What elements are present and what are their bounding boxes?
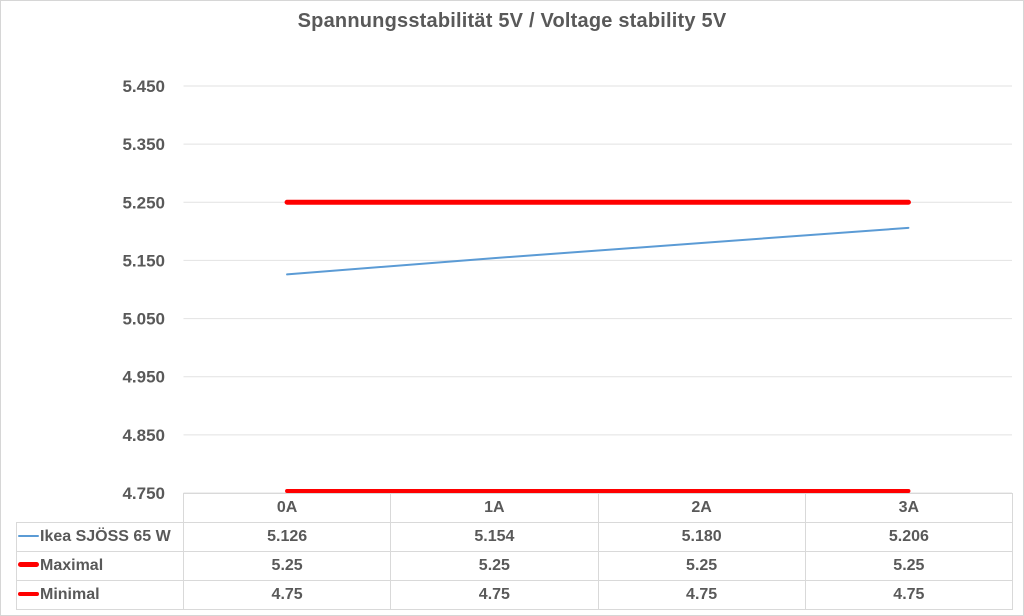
- table-row: Maximal 5.25 5.25 5.25 5.25: [16, 551, 1014, 581]
- series-label: Minimal: [40, 586, 100, 603]
- value-cell: 5.180: [597, 522, 806, 552]
- value-cell: 5.25: [597, 551, 806, 581]
- chart-title: Spannungsstabilität 5V / Voltage stabili…: [297, 10, 727, 32]
- series-line-marker-icon: [18, 591, 39, 596]
- value-cell: 5.126: [182, 522, 392, 552]
- data-table: 0A 1A 2A 3A Ikea SJÖSS 65 W 5.126 5.154 …: [16, 493, 1014, 610]
- series-label: Maximal: [40, 557, 104, 574]
- y-axis-tick-label: 5.350: [122, 135, 165, 154]
- series-label-cell: Maximal: [16, 551, 184, 581]
- series-line-marker-icon: [18, 534, 39, 537]
- series-label-cell: Minimal: [16, 580, 184, 610]
- table-row: Minimal 4.75 4.75 4.75 4.75: [16, 580, 1014, 610]
- y-axis-tick-label: 4.950: [122, 368, 165, 387]
- table-corner-cell: [17, 494, 184, 523]
- series-line-marker-icon: [18, 562, 39, 568]
- series-line: [286, 226, 910, 276]
- value-cell: 5.25: [390, 551, 599, 581]
- table-row: Ikea SJÖSS 65 W 5.126 5.154 5.180 5.206: [16, 522, 1014, 552]
- category-header: 3A: [804, 493, 1014, 523]
- value-cell: 4.75: [597, 580, 806, 610]
- y-axis-tick-label: 4.750: [122, 484, 165, 503]
- category-header: 1A: [390, 493, 599, 523]
- table-header-row: 0A 1A 2A 3A: [17, 493, 1014, 523]
- category-header: 0A: [182, 493, 392, 523]
- y-axis-tick-label: 5.250: [122, 193, 165, 212]
- value-cell: 5.206: [804, 522, 1014, 552]
- value-cell: 5.25: [182, 551, 392, 581]
- value-cell: 4.75: [182, 580, 392, 610]
- y-axis-tick-label: 5.450: [122, 77, 165, 96]
- y-axis-tick-label: 5.150: [122, 251, 165, 270]
- value-cell: 5.25: [804, 551, 1014, 581]
- category-header: 2A: [597, 493, 806, 523]
- value-cell: 4.75: [390, 580, 599, 610]
- series-label: Ikea SJÖSS 65 W: [40, 528, 171, 545]
- series-label-cell: Ikea SJÖSS 65 W: [16, 522, 184, 552]
- y-axis-tick-label: 5.050: [122, 310, 165, 329]
- value-cell: 5.154: [390, 522, 599, 552]
- value-cell: 4.75: [804, 580, 1014, 610]
- y-axis-tick-label: 4.850: [122, 426, 165, 445]
